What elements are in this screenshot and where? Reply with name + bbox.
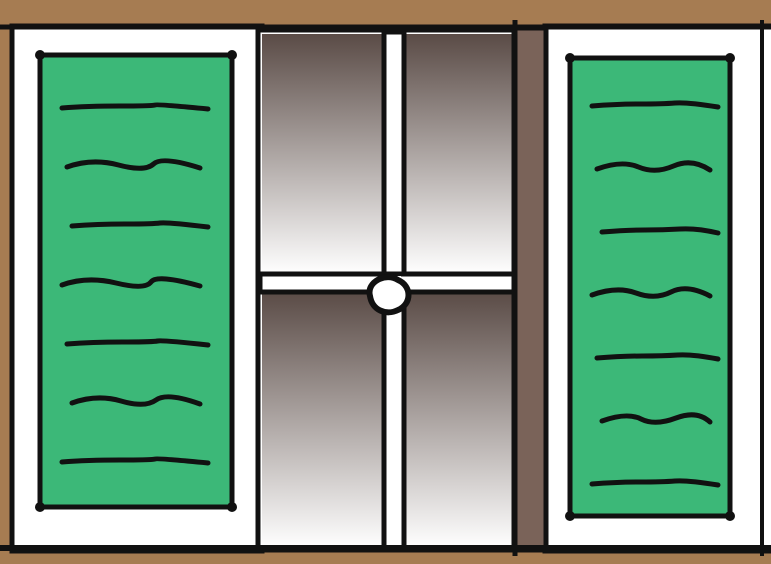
pane-bottom-right	[404, 292, 512, 548]
right-shutter-louver	[594, 352, 721, 362]
left-shutter-louver	[59, 276, 203, 289]
pane-bottom-left	[262, 292, 384, 548]
left-shutter-louver	[64, 338, 211, 348]
right-shutter-louver	[589, 286, 713, 299]
side-panel	[511, 25, 549, 553]
right-shutter-louver	[589, 478, 721, 488]
right-shutter-panel	[567, 55, 733, 519]
left-shutter-louver	[69, 394, 203, 407]
left-shutter-louver	[59, 102, 211, 112]
glass-panes	[262, 34, 512, 548]
right-shutter-louver	[599, 226, 721, 236]
right-shutter-louver	[599, 412, 713, 425]
right-shutter	[565, 53, 735, 521]
left-shutter-louver	[59, 456, 211, 466]
right-shutter-louver	[594, 160, 713, 173]
pane-top-right	[404, 34, 512, 274]
window-latch-icon[interactable]	[366, 274, 412, 316]
left-shutter-louver	[64, 158, 203, 171]
pane-top-left	[262, 34, 384, 274]
left-shutter	[35, 50, 237, 512]
right-shutter-louver	[589, 100, 721, 110]
left-shutter-louver	[69, 220, 211, 230]
